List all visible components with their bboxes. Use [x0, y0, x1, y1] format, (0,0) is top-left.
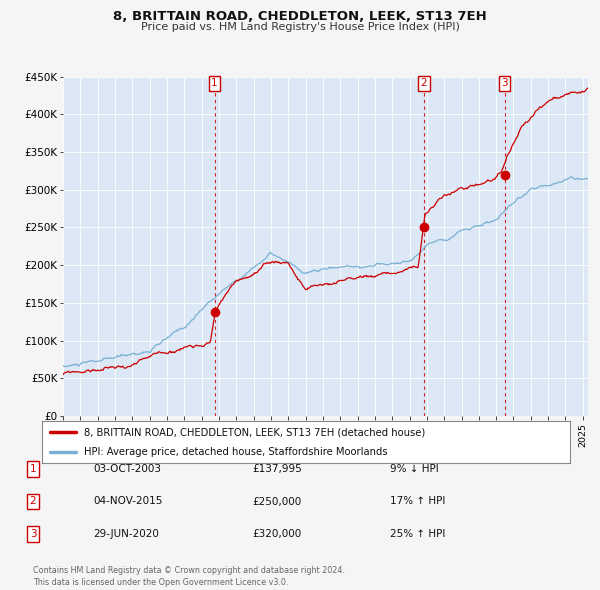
- Text: 29-JUN-2020: 29-JUN-2020: [93, 529, 159, 539]
- Text: 1: 1: [29, 464, 37, 474]
- Text: Contains HM Land Registry data © Crown copyright and database right 2024.
This d: Contains HM Land Registry data © Crown c…: [33, 566, 345, 587]
- Text: £137,995: £137,995: [252, 464, 302, 474]
- Text: 1: 1: [211, 78, 218, 88]
- Text: 2: 2: [421, 78, 427, 88]
- Text: Price paid vs. HM Land Registry's House Price Index (HPI): Price paid vs. HM Land Registry's House …: [140, 22, 460, 32]
- Text: £250,000: £250,000: [252, 497, 301, 506]
- Text: 8, BRITTAIN ROAD, CHEDDLETON, LEEK, ST13 7EH: 8, BRITTAIN ROAD, CHEDDLETON, LEEK, ST13…: [113, 10, 487, 23]
- Text: 9% ↓ HPI: 9% ↓ HPI: [390, 464, 439, 474]
- Text: 03-OCT-2003: 03-OCT-2003: [93, 464, 161, 474]
- Text: 25% ↑ HPI: 25% ↑ HPI: [390, 529, 445, 539]
- Text: £320,000: £320,000: [252, 529, 301, 539]
- Text: HPI: Average price, detached house, Staffordshire Moorlands: HPI: Average price, detached house, Staf…: [84, 447, 388, 457]
- Text: 8, BRITTAIN ROAD, CHEDDLETON, LEEK, ST13 7EH (detached house): 8, BRITTAIN ROAD, CHEDDLETON, LEEK, ST13…: [84, 427, 425, 437]
- Text: 3: 3: [29, 529, 37, 539]
- Text: 17% ↑ HPI: 17% ↑ HPI: [390, 497, 445, 506]
- Text: 2: 2: [29, 497, 37, 506]
- Text: 04-NOV-2015: 04-NOV-2015: [93, 497, 163, 506]
- Text: 3: 3: [502, 78, 508, 88]
